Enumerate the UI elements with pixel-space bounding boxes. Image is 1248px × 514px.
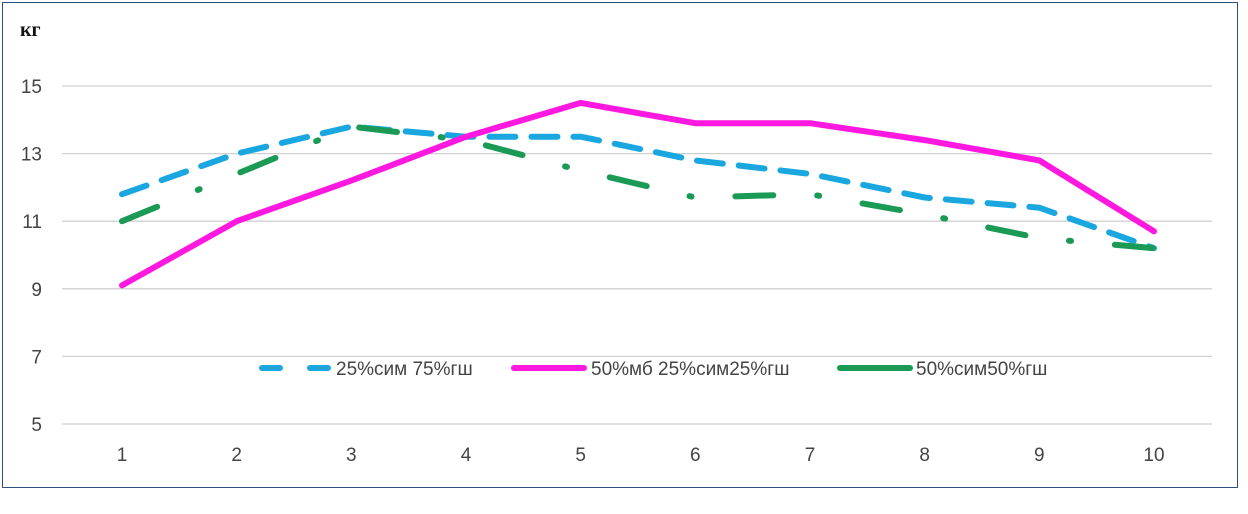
y-tick-label: 7 [31, 347, 42, 368]
x-tick-label: 8 [919, 445, 930, 466]
legend-label-2: 50%мб 25%сим25%гш [591, 359, 789, 380]
series-line-2 [119, 99, 1157, 289]
x-tick-label: 2 [231, 445, 242, 466]
x-tick-label: 1 [117, 445, 128, 466]
y-tick-label: 15 [21, 77, 42, 98]
x-tick-labels: 1 2 3 4 5 6 7 8 9 10 [117, 445, 1165, 466]
y-tick-labels: 5 7 9 11 13 15 [21, 77, 42, 436]
gridlines [62, 85, 1212, 425]
y-tick-label: 13 [21, 145, 42, 166]
x-tick-label: 4 [461, 445, 472, 466]
y-tick-label: 9 [31, 280, 42, 301]
series-line-1 [119, 123, 1157, 252]
legend-label-1: 25%сим 75%гш [336, 359, 473, 380]
x-tick-label: 7 [805, 445, 816, 466]
chart-frame [2, 2, 1238, 488]
x-tick-label: 5 [575, 445, 586, 466]
x-tick-label: 9 [1034, 445, 1045, 466]
legend-label-3: 50%сим50%гш [916, 359, 1047, 380]
series-line-3 [119, 123, 1157, 252]
series-lines [119, 99, 1157, 289]
x-tick-label: 6 [690, 445, 701, 466]
y-axis-unit-label: кг [20, 19, 41, 41]
y-tick-label: 5 [31, 415, 42, 436]
x-tick-label: 10 [1143, 445, 1164, 466]
legend: 25%сим 75%гш 50%мб 25%сим25%гш 50%сим50%гш [259, 359, 1047, 380]
y-tick-label: 11 [22, 212, 42, 233]
x-tick-label: 3 [346, 445, 357, 466]
